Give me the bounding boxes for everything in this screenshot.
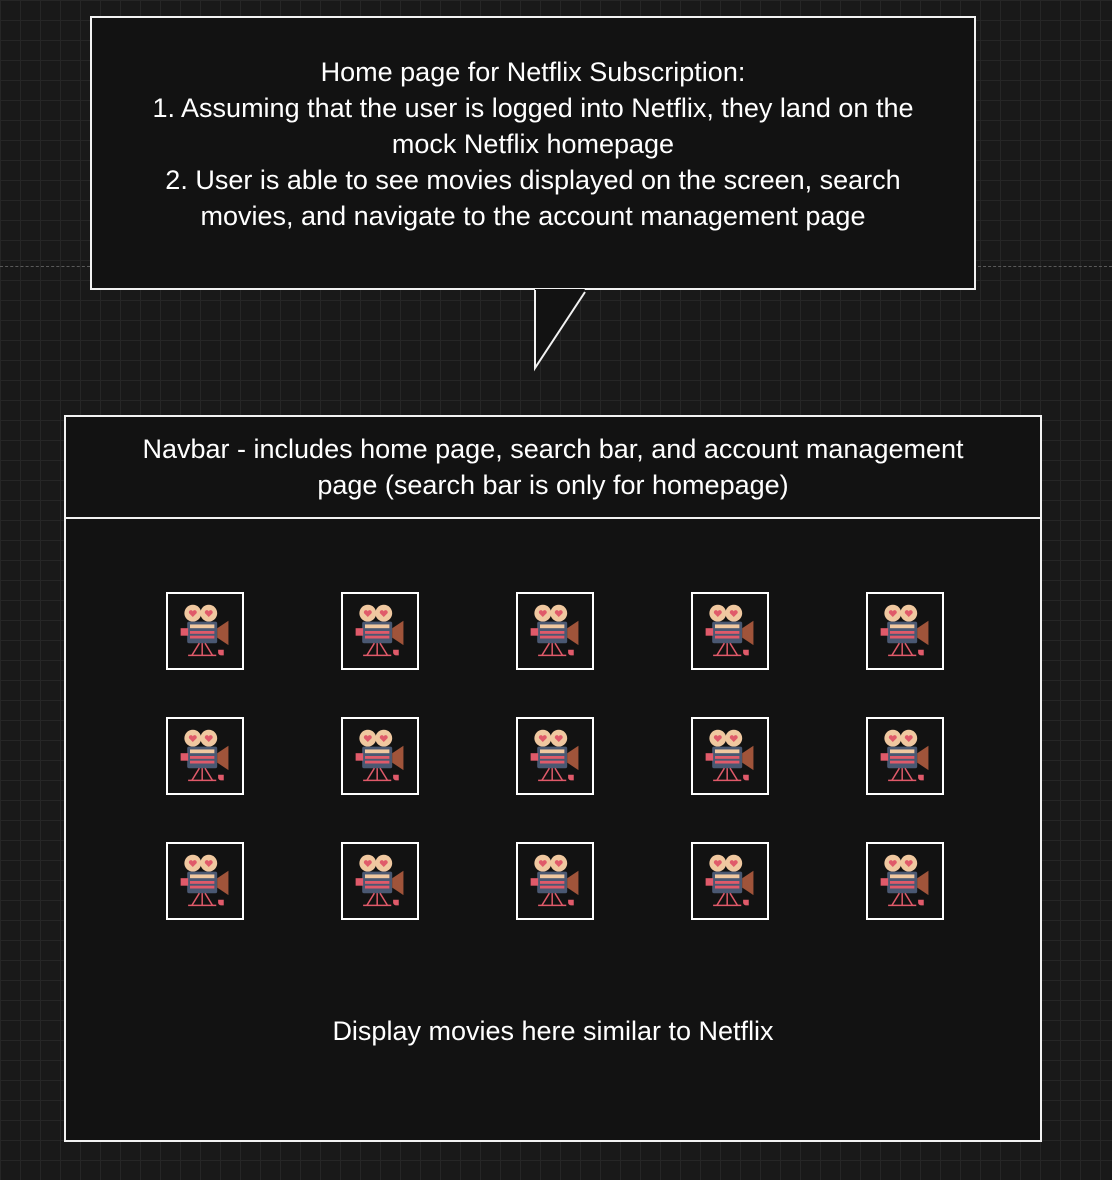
movie-tile[interactable] bbox=[341, 717, 419, 795]
movie-camera-icon bbox=[525, 601, 585, 661]
movie-camera-icon bbox=[875, 601, 935, 661]
display-movies-label: Display movies here similar to Netflix bbox=[332, 1016, 774, 1046]
navbar-label: Navbar - includes home page, search bar,… bbox=[143, 431, 964, 503]
movie-camera-icon bbox=[700, 726, 760, 786]
navbar-section[interactable]: Navbar - includes home page, search bar,… bbox=[66, 417, 1040, 519]
movie-camera-icon bbox=[175, 601, 235, 661]
navbar-line: page (search bar is only for homepage) bbox=[317, 470, 789, 500]
movie-tile[interactable] bbox=[866, 592, 944, 670]
movie-tile[interactable] bbox=[866, 842, 944, 920]
movie-tile[interactable] bbox=[516, 717, 594, 795]
movie-camera-icon bbox=[350, 726, 410, 786]
movie-tile[interactable] bbox=[166, 717, 244, 795]
movie-camera-icon bbox=[525, 851, 585, 911]
movie-tile[interactable] bbox=[866, 717, 944, 795]
movie-tile[interactable] bbox=[516, 842, 594, 920]
movie-camera-icon bbox=[700, 601, 760, 661]
callout-line: 2. User is able to see movies displayed … bbox=[165, 165, 901, 195]
guide-line-right bbox=[978, 266, 1112, 267]
movie-camera-icon bbox=[350, 851, 410, 911]
callout-line: mock Netflix homepage bbox=[391, 129, 675, 159]
guide-line-left bbox=[0, 266, 90, 267]
movie-camera-icon bbox=[700, 851, 760, 911]
movie-tile[interactable] bbox=[516, 592, 594, 670]
movie-tile[interactable] bbox=[341, 842, 419, 920]
movie-camera-icon bbox=[350, 601, 410, 661]
callout-line: Home page for Netflix Subscription: bbox=[320, 57, 746, 87]
homepage-wireframe[interactable]: Navbar - includes home page, search bar,… bbox=[64, 415, 1042, 1142]
movie-tile[interactable] bbox=[341, 592, 419, 670]
movie-camera-icon bbox=[875, 851, 935, 911]
movie-tile[interactable] bbox=[691, 592, 769, 670]
movie-tile[interactable] bbox=[166, 592, 244, 670]
callout-box[interactable]: Home page for Netflix Subscription: 1. A… bbox=[90, 16, 976, 290]
movie-camera-icon bbox=[175, 851, 235, 911]
movie-camera-icon bbox=[525, 726, 585, 786]
callout-text: Home page for Netflix Subscription: 1. A… bbox=[153, 54, 914, 234]
movie-tile[interactable] bbox=[691, 842, 769, 920]
movie-tile[interactable] bbox=[166, 842, 244, 920]
movie-camera-icon bbox=[875, 726, 935, 786]
callout-line: movies, and navigate to the account mana… bbox=[200, 201, 866, 231]
navbar-line: Navbar - includes home page, search bar,… bbox=[142, 434, 964, 464]
movie-tile[interactable] bbox=[691, 717, 769, 795]
callout-line: 1. Assuming that the user is logged into… bbox=[152, 93, 914, 123]
movie-camera-icon bbox=[175, 726, 235, 786]
